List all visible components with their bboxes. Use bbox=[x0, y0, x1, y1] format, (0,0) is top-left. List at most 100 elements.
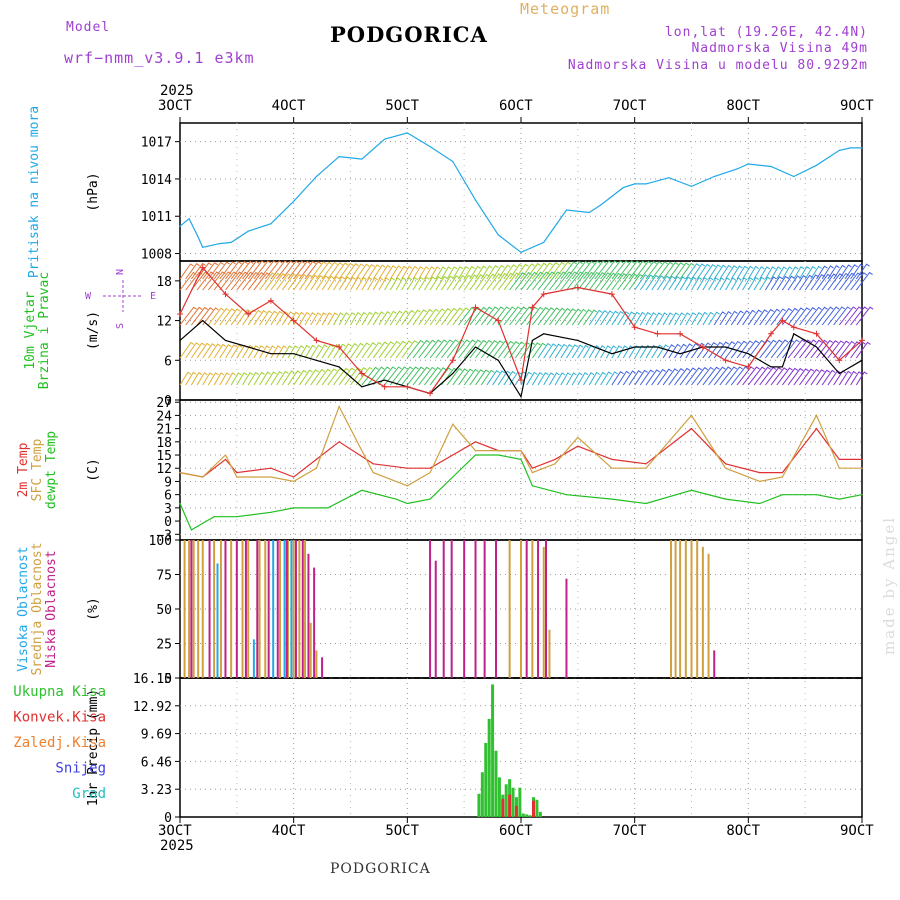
wind-barb bbox=[259, 260, 277, 280]
y-tick-label: 1014 bbox=[141, 173, 172, 188]
y-tick-label: 9.69 bbox=[141, 728, 172, 743]
wind-barb bbox=[566, 344, 578, 359]
wind-barb bbox=[321, 368, 338, 386]
wind-barb bbox=[674, 262, 690, 280]
wind-barb bbox=[656, 261, 674, 280]
wind-barb bbox=[753, 276, 765, 291]
wind-data-point bbox=[384, 379, 386, 381]
wind-barb bbox=[463, 265, 475, 280]
y-tick-label: 18 bbox=[156, 275, 172, 290]
wind-barb bbox=[696, 366, 714, 386]
pressure-data-point bbox=[861, 147, 863, 149]
clouds-bar bbox=[315, 650, 318, 678]
wind-barb bbox=[225, 271, 243, 291]
panel-title: 2m Temp bbox=[16, 442, 31, 497]
wind-barb bbox=[691, 367, 708, 386]
wind-barb bbox=[662, 368, 679, 386]
temperature-data-point bbox=[690, 428, 693, 430]
wind-barb bbox=[367, 277, 378, 291]
temperature-data-point bbox=[554, 458, 556, 461]
temperature-data-point bbox=[725, 498, 727, 500]
panel-title: Pritisak na nivou mora bbox=[27, 106, 42, 278]
wind-data-point bbox=[725, 359, 727, 361]
y-tick-label: 6 bbox=[164, 354, 172, 369]
wind-barb bbox=[338, 343, 352, 359]
wind-barb bbox=[469, 265, 481, 280]
wind-barb bbox=[730, 340, 748, 359]
wind-data-point bbox=[361, 372, 363, 375]
time-tick-bottom: 3OCT bbox=[158, 823, 192, 839]
clouds-bar bbox=[545, 540, 548, 678]
wind-barb bbox=[264, 371, 277, 386]
time-tick-bottom: 8OCT bbox=[726, 823, 761, 839]
pressure-data-point bbox=[599, 204, 602, 206]
wind-data-point bbox=[702, 346, 704, 348]
wind-barb bbox=[588, 344, 600, 359]
wind-barb bbox=[276, 273, 292, 291]
y-tick-label: 9 bbox=[164, 475, 172, 490]
wind-data-point bbox=[202, 319, 204, 322]
wind-barb bbox=[651, 312, 663, 326]
temperature-data-point bbox=[497, 454, 499, 456]
temperature-data-point bbox=[645, 502, 647, 505]
pressure-data-point bbox=[452, 160, 454, 163]
wind-data-point bbox=[384, 386, 386, 388]
wind-barb bbox=[742, 340, 759, 359]
temperature-data-point bbox=[429, 498, 431, 500]
wind-barb bbox=[793, 368, 809, 386]
wind-barb bbox=[810, 339, 828, 359]
wind-barb bbox=[804, 306, 822, 326]
clouds-bar bbox=[256, 540, 259, 678]
wind-barb bbox=[583, 309, 598, 326]
wind-barb bbox=[253, 272, 271, 291]
wind-barb bbox=[310, 312, 322, 326]
wind-barb bbox=[685, 276, 697, 291]
pressure-data-point bbox=[202, 246, 204, 248]
wind-barb bbox=[287, 345, 299, 359]
wind-barb bbox=[753, 266, 765, 280]
wind-barb bbox=[668, 368, 685, 386]
time-tick-top: 7OCT bbox=[612, 98, 647, 114]
clouds-bar bbox=[286, 540, 289, 678]
wind-barb bbox=[503, 306, 522, 326]
wind-barb bbox=[765, 339, 783, 359]
clouds-bar bbox=[525, 540, 528, 678]
y-tick-label: 1008 bbox=[141, 248, 172, 263]
clouds-bar bbox=[247, 540, 250, 678]
wind-data-point bbox=[338, 346, 340, 348]
temperature-data-point bbox=[338, 441, 340, 443]
wind-barb bbox=[770, 339, 789, 359]
temperature-data-point bbox=[372, 472, 374, 474]
wind-barb bbox=[526, 271, 544, 291]
wind-barb bbox=[850, 272, 867, 291]
temperature-data-point bbox=[270, 476, 272, 478]
wind-barb bbox=[179, 306, 197, 326]
temperature-data-point bbox=[236, 472, 238, 474]
wind-barb bbox=[367, 264, 381, 280]
time-tick-bottom: 6OCT bbox=[499, 823, 533, 839]
temperature-data-point bbox=[395, 498, 397, 500]
wind-barb bbox=[208, 271, 226, 291]
y-tick-label: 3 bbox=[164, 502, 172, 517]
wind-barb bbox=[605, 310, 619, 326]
precip-bar bbox=[535, 799, 539, 817]
clouds-bar bbox=[713, 650, 716, 678]
clouds-bar bbox=[272, 540, 275, 678]
clouds-bar bbox=[264, 540, 267, 678]
wind-barb bbox=[759, 266, 771, 280]
wind-barb bbox=[185, 263, 200, 280]
time-tick-top: 3OCT bbox=[158, 98, 192, 114]
temperature-data-point bbox=[645, 467, 647, 469]
wind-barb bbox=[259, 310, 273, 326]
y-unit-label: (C) bbox=[86, 458, 101, 481]
wind-barb bbox=[452, 266, 464, 280]
wind-barb bbox=[458, 307, 475, 326]
temperature-data-point bbox=[474, 441, 477, 443]
clouds-bar bbox=[429, 540, 432, 678]
wind-barb bbox=[299, 260, 316, 280]
wind-barb bbox=[475, 265, 487, 280]
wind-barb bbox=[742, 265, 754, 280]
wind-barb bbox=[685, 367, 703, 386]
wind-barb bbox=[639, 274, 654, 291]
year-label-top: 2025 bbox=[160, 83, 194, 99]
